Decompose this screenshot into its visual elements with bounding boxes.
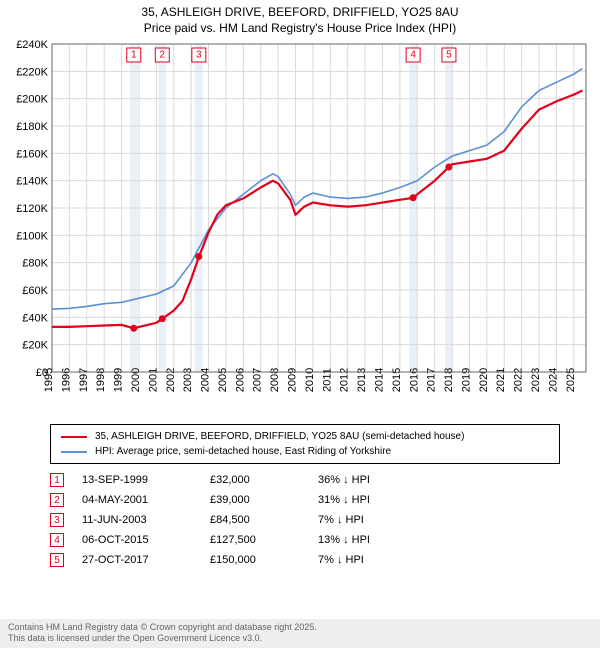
sale-date: 04-MAY-2001 <box>82 494 192 506</box>
svg-text:2003: 2003 <box>182 368 194 392</box>
svg-text:1995: 1995 <box>43 368 55 392</box>
sale-date: 11-JUN-2003 <box>82 514 192 526</box>
sale-marker-box: 3 <box>50 513 64 527</box>
svg-text:1996: 1996 <box>60 368 72 392</box>
sales-row: 2 04-MAY-2001 £39,000 31% ↓ HPI <box>50 490 560 510</box>
sale-date: 13-SEP-1999 <box>82 474 192 486</box>
legend-label: 35, ASHLEIGH DRIVE, BEEFORD, DRIFFIELD, … <box>95 429 464 444</box>
svg-text:£60K: £60K <box>22 285 48 297</box>
sale-delta: 31% ↓ HPI <box>318 494 560 506</box>
svg-text:2006: 2006 <box>234 368 246 392</box>
svg-text:2002: 2002 <box>165 368 177 392</box>
svg-text:2007: 2007 <box>252 368 264 392</box>
chart-area: £0£20K£40K£60K£80K£100K£120K£140K£160K£1… <box>8 38 592 418</box>
sale-marker-box: 1 <box>50 473 64 487</box>
footer-line1: Contains HM Land Registry data © Crown c… <box>8 622 592 634</box>
svg-text:2001: 2001 <box>147 368 159 392</box>
chart-title-block: 35, ASHLEIGH DRIVE, BEEFORD, DRIFFIELD, … <box>0 0 600 38</box>
svg-text:4: 4 <box>410 50 416 61</box>
sale-date: 27-OCT-2017 <box>82 554 192 566</box>
svg-text:2023: 2023 <box>530 368 542 392</box>
sale-delta: 13% ↓ HPI <box>318 534 560 546</box>
svg-text:1: 1 <box>131 50 137 61</box>
svg-text:£220K: £220K <box>16 67 48 79</box>
svg-text:3: 3 <box>196 50 202 61</box>
svg-text:1999: 1999 <box>113 368 125 392</box>
chart-title-line2: Price paid vs. HM Land Registry's House … <box>0 20 600 36</box>
chart-title-line1: 35, ASHLEIGH DRIVE, BEEFORD, DRIFFIELD, … <box>0 4 600 20</box>
svg-text:£160K: £160K <box>16 149 48 161</box>
svg-text:5: 5 <box>446 50 452 61</box>
svg-text:£40K: £40K <box>22 313 48 325</box>
svg-text:2010: 2010 <box>304 368 316 392</box>
sales-row: 3 11-JUN-2003 £84,500 7% ↓ HPI <box>50 510 560 530</box>
svg-text:2009: 2009 <box>287 368 299 392</box>
sale-delta: 7% ↓ HPI <box>318 514 560 526</box>
sale-price: £32,000 <box>210 474 300 486</box>
svg-text:2: 2 <box>159 50 165 61</box>
svg-text:2000: 2000 <box>130 368 142 392</box>
svg-text:1997: 1997 <box>78 368 90 392</box>
svg-text:2019: 2019 <box>460 368 472 392</box>
svg-text:2008: 2008 <box>269 368 281 392</box>
sale-price: £150,000 <box>210 554 300 566</box>
sale-price: £127,500 <box>210 534 300 546</box>
legend: 35, ASHLEIGH DRIVE, BEEFORD, DRIFFIELD, … <box>50 424 560 464</box>
svg-text:2016: 2016 <box>408 368 420 392</box>
svg-text:2013: 2013 <box>356 368 368 392</box>
svg-text:£100K: £100K <box>16 231 48 243</box>
svg-text:2004: 2004 <box>200 368 212 392</box>
sales-table: 1 13-SEP-1999 £32,000 36% ↓ HPI 2 04-MAY-2001… <box>50 470 560 570</box>
legend-swatch <box>61 451 87 453</box>
legend-label: HPI: Average price, semi-detached house,… <box>95 444 391 459</box>
svg-text:2025: 2025 <box>565 368 577 392</box>
sales-row: 1 13-SEP-1999 £32,000 36% ↓ HPI <box>50 470 560 490</box>
sale-date: 06-OCT-2015 <box>82 534 192 546</box>
svg-text:1998: 1998 <box>95 368 107 392</box>
sale-marker-box: 2 <box>50 493 64 507</box>
footer: Contains HM Land Registry data © Crown c… <box>0 619 600 648</box>
svg-text:2020: 2020 <box>478 368 490 392</box>
legend-row: 35, ASHLEIGH DRIVE, BEEFORD, DRIFFIELD, … <box>61 429 549 444</box>
footer-line2: This data is licensed under the Open Gov… <box>8 633 592 645</box>
sale-delta: 7% ↓ HPI <box>318 554 560 566</box>
sales-row: 5 27-OCT-2017 £150,000 7% ↓ HPI <box>50 550 560 570</box>
sale-marker-box: 5 <box>50 553 64 567</box>
svg-text:2022: 2022 <box>513 368 525 392</box>
price-chart-svg: £0£20K£40K£60K£80K£100K£120K£140K£160K£1… <box>8 38 592 418</box>
sales-row: 4 06-OCT-2015 £127,500 13% ↓ HPI <box>50 530 560 550</box>
svg-text:£180K: £180K <box>16 121 48 133</box>
svg-text:2012: 2012 <box>339 368 351 392</box>
sale-price: £84,500 <box>210 514 300 526</box>
sale-delta: 36% ↓ HPI <box>318 474 560 486</box>
svg-text:£20K: £20K <box>22 340 48 352</box>
svg-text:£80K: £80K <box>22 258 48 270</box>
svg-text:2015: 2015 <box>391 368 403 392</box>
svg-text:£140K: £140K <box>16 176 48 188</box>
legend-row: HPI: Average price, semi-detached house,… <box>61 444 549 459</box>
svg-text:2024: 2024 <box>547 368 559 392</box>
svg-text:£240K: £240K <box>16 39 48 51</box>
svg-text:2014: 2014 <box>373 368 385 392</box>
svg-text:£120K: £120K <box>16 203 48 215</box>
svg-text:2017: 2017 <box>426 368 438 392</box>
sale-price: £39,000 <box>210 494 300 506</box>
svg-text:2005: 2005 <box>217 368 229 392</box>
svg-text:2018: 2018 <box>443 368 455 392</box>
legend-swatch <box>61 436 87 438</box>
svg-text:2021: 2021 <box>495 368 507 392</box>
svg-text:£200K: £200K <box>16 94 48 106</box>
sale-marker-box: 4 <box>50 533 64 547</box>
